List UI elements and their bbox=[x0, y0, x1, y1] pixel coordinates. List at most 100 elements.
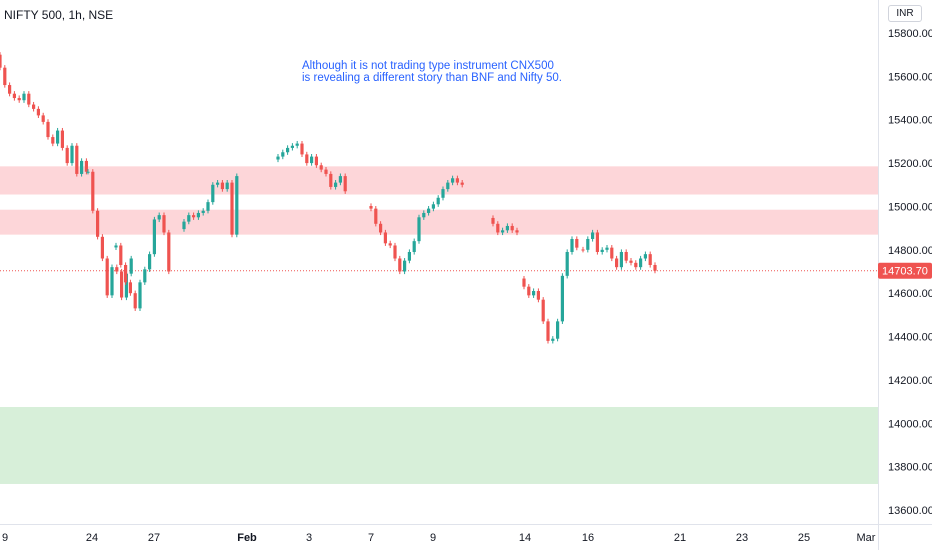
price-tick-label: 15000.00 bbox=[888, 201, 932, 213]
candle-body bbox=[522, 278, 526, 287]
candle-body bbox=[388, 243, 392, 246]
candle-body bbox=[496, 223, 500, 233]
candle-body bbox=[157, 215, 161, 220]
candle-body bbox=[286, 147, 290, 153]
price-tick-label: 13800.00 bbox=[888, 462, 932, 474]
candle-body bbox=[162, 215, 166, 233]
price-tick-label: 15200.00 bbox=[888, 158, 932, 170]
currency-button[interactable]: INR bbox=[888, 5, 922, 22]
price-tick-label: 15400.00 bbox=[888, 115, 932, 127]
candle-body bbox=[314, 156, 318, 166]
candle-body bbox=[216, 182, 220, 185]
candle-body bbox=[276, 156, 280, 160]
candle-body bbox=[143, 269, 147, 283]
candle-body bbox=[114, 245, 118, 248]
candle-body bbox=[46, 121, 50, 138]
candle-body bbox=[124, 264, 128, 283]
candle-body bbox=[575, 238, 579, 248]
candle-body bbox=[600, 249, 604, 252]
candle-body bbox=[310, 156, 314, 164]
candle-body bbox=[615, 258, 619, 268]
time-tick-label: Feb bbox=[237, 532, 257, 544]
time-tick-label: 9 bbox=[430, 532, 436, 544]
candle-body bbox=[639, 258, 643, 268]
time-tick-label: Mar bbox=[857, 532, 876, 544]
candle-body bbox=[115, 267, 119, 272]
candle-body bbox=[536, 291, 540, 300]
candle-body bbox=[431, 204, 435, 209]
candle-body bbox=[60, 130, 64, 148]
candle-body bbox=[17, 98, 21, 101]
price-tick-label: 15600.00 bbox=[888, 71, 932, 83]
candle-body bbox=[398, 258, 402, 272]
candle-body bbox=[605, 247, 609, 250]
candle-body bbox=[119, 245, 123, 265]
current-price-tag-bg bbox=[878, 262, 932, 279]
price-scale[interactable]: 15800.00 15600.00 15400.00 15200.00 15000.00… bbox=[888, 28, 932, 517]
price-tick-label: 15800.00 bbox=[888, 28, 932, 40]
price-tick-label: 14200.00 bbox=[888, 375, 932, 387]
time-tick-label: 27 bbox=[148, 532, 160, 544]
candle-body bbox=[407, 251, 411, 261]
candle-body bbox=[648, 254, 652, 265]
candle-body bbox=[565, 251, 569, 276]
candle-body bbox=[129, 258, 133, 274]
candle-body bbox=[220, 182, 224, 190]
candle-body bbox=[305, 154, 309, 164]
candle-body bbox=[235, 176, 239, 235]
candle-body bbox=[556, 321, 560, 339]
candle-body bbox=[80, 160, 84, 174]
candle-body bbox=[581, 249, 585, 251]
candle-body bbox=[393, 245, 397, 259]
chart-title: NIFTY 500, 1h, NSE bbox=[4, 8, 113, 22]
candle-body bbox=[182, 221, 186, 230]
candle-body bbox=[551, 338, 555, 341]
candle-body bbox=[41, 115, 45, 122]
candle-body bbox=[0, 54, 2, 68]
candle-body bbox=[343, 176, 347, 192]
time-tick-label: 23 bbox=[736, 532, 748, 544]
current-price-tag: 14703.70 bbox=[878, 262, 932, 279]
candle-body bbox=[510, 225, 514, 231]
candle-body bbox=[206, 202, 210, 211]
resistance-zone-1 bbox=[0, 166, 878, 195]
time-tick-label: 16 bbox=[582, 532, 594, 544]
candle-body bbox=[403, 260, 407, 272]
candle-body bbox=[329, 173, 333, 187]
time-tick-label: 3 bbox=[306, 532, 312, 544]
candle-body bbox=[8, 85, 12, 94]
candle-body bbox=[501, 230, 505, 233]
candle-body bbox=[91, 171, 95, 211]
candle-body bbox=[417, 217, 421, 242]
candle-body bbox=[124, 273, 128, 298]
candle-body bbox=[105, 258, 109, 296]
candle-body bbox=[427, 208, 431, 213]
candle-body bbox=[446, 182, 450, 190]
candle-body bbox=[634, 262, 638, 268]
time-tick-label: 25 bbox=[798, 532, 810, 544]
candle-body bbox=[84, 160, 88, 172]
candle-body bbox=[383, 232, 387, 244]
resistance-zone-2 bbox=[0, 209, 878, 235]
candle-body bbox=[441, 189, 445, 198]
time-scale[interactable]: 9 24 27 Feb 3 7 9 14 16 21 23 25 Mar bbox=[2, 532, 876, 544]
annotation-line-2: is revealing a different story than BNF … bbox=[302, 72, 562, 84]
price-tick-label: 13600.00 bbox=[888, 505, 932, 517]
current-price-label: 14703.70 bbox=[882, 266, 928, 278]
candle-body bbox=[51, 137, 55, 144]
candle-body bbox=[460, 182, 464, 185]
candle-body bbox=[532, 291, 536, 296]
price-tick-label: 14600.00 bbox=[888, 288, 932, 300]
candle-body bbox=[624, 251, 628, 261]
candle-body bbox=[610, 247, 614, 259]
candle-body bbox=[643, 254, 647, 259]
candle-body bbox=[527, 286, 531, 296]
candle-body bbox=[138, 282, 142, 309]
time-tick-label: 9 bbox=[2, 532, 8, 544]
time-tick-label: 24 bbox=[86, 532, 98, 544]
price-tick-label: 14000.00 bbox=[888, 418, 932, 430]
candle-body bbox=[75, 145, 79, 174]
candle-body bbox=[505, 225, 509, 231]
candle-body bbox=[192, 215, 196, 218]
